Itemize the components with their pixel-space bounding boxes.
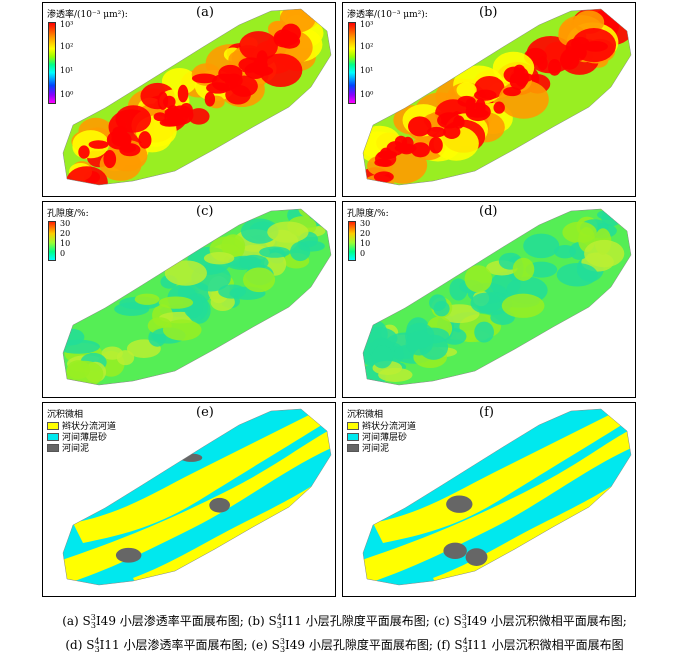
perm-legend-title: 渗透率/(10⁻³ μm²):: [47, 10, 128, 20]
perm-tick-3: 10⁰: [360, 90, 374, 99]
poro-tick-1: 20: [60, 229, 71, 238]
perm-tick-0: 10³: [60, 20, 74, 29]
panel-label-d: (d): [479, 204, 498, 219]
porosity-map-d: [362, 208, 632, 386]
facies-item-mud: 河间泥: [47, 442, 116, 454]
poro-tick-1: 20: [360, 229, 371, 238]
panel-c: (c) 孔隙度/%: 30 20 10 0: [42, 201, 336, 398]
perm-tick-1: 10²: [360, 42, 374, 51]
perm-tick-3: 10⁰: [60, 90, 74, 99]
facies-item-channel: 辫状分流河道: [347, 420, 416, 432]
mud-swatch: [347, 443, 359, 452]
facies-map-e: [62, 408, 332, 586]
facies-item-channel: 辫状分流河道: [47, 420, 116, 432]
poro-tick-2: 10: [60, 239, 71, 248]
poro-tick-3: 0: [60, 249, 66, 258]
perm-legend-a: 渗透率/(10⁻³ μm²): 10³ 10² 10¹ 10⁰: [47, 7, 128, 104]
facies-legend-f: 沉积微相 辫状分流河道 河间薄层砂 河间泥: [347, 407, 416, 454]
perm-tick-1: 10²: [60, 42, 74, 51]
sand-swatch: [347, 432, 359, 441]
mud-swatch: [47, 443, 59, 452]
panel-d: (d) 孔隙度/%: 30 20 10 0: [342, 201, 636, 398]
poro-legend-d: 孔隙度/%: 30 20 10 0: [347, 206, 389, 261]
facies-legend-e: 沉积微相 辫状分流河道 河间薄层砂 河间泥: [47, 407, 116, 454]
poro-legend-title: 孔隙度/%:: [347, 209, 389, 219]
permeability-map-a: [62, 8, 332, 186]
panel-b: (b) 渗透率/(10⁻³ μm²): 10³ 10² 10¹ 10⁰: [342, 2, 636, 197]
panel-label-c: (c): [196, 204, 214, 219]
poro-legend-title: 孔隙度/%:: [47, 209, 89, 219]
perm-legend-title: 渗透率/(10⁻³ μm²):: [347, 10, 428, 20]
facies-legend-title: 沉积微相: [347, 410, 384, 420]
figure-caption-line-1: (a) S33I49 小层渗透率平面展布图; (b) S43I11 小层孔隙度平…: [62, 613, 627, 631]
panel-label-f: (f): [479, 405, 494, 420]
panel-a: (a) 渗透率/(10⁻³ μm²): 10³ 10² 10¹ 10⁰: [42, 2, 336, 197]
panel-f: (f) 沉积微相 辫状分流河道 河间薄层砂 河间泥: [342, 402, 636, 597]
porosity-map-c: [62, 208, 332, 386]
permeability-map-b: [362, 8, 632, 186]
panel-label-b: (b): [479, 5, 498, 20]
figure-caption-line-2: (d) S43I11 小层渗透率平面展布图; (e) S33I49 小层孔隙度平…: [65, 637, 624, 655]
sand-swatch: [47, 432, 59, 441]
perm-legend-b: 渗透率/(10⁻³ μm²): 10³ 10² 10¹ 10⁰: [347, 7, 428, 104]
panel-e: (e) 沉积微相 辫状分流河道 河间薄层砂 河间泥: [42, 402, 336, 597]
poro-tick-2: 10: [360, 239, 371, 248]
poro-tick-3: 0: [360, 249, 366, 258]
channel-swatch: [347, 421, 359, 430]
poro-tick-0: 30: [360, 219, 371, 228]
facies-map-f: [362, 408, 632, 586]
poro-tick-0: 30: [60, 219, 71, 228]
perm-tick-2: 10¹: [60, 66, 74, 75]
perm-tick-2: 10¹: [360, 66, 374, 75]
panel-label-a: (a): [196, 5, 214, 20]
panel-label-e: (e): [196, 405, 214, 420]
poro-legend-c: 孔隙度/%: 30 20 10 0: [47, 206, 89, 261]
facies-item-mud: 河间泥: [347, 442, 416, 454]
facies-legend-title: 沉积微相: [47, 410, 84, 420]
facies-item-sand: 河间薄层砂: [347, 431, 416, 443]
facies-item-sand: 河间薄层砂: [47, 431, 116, 443]
perm-tick-0: 10³: [360, 20, 374, 29]
channel-swatch: [47, 421, 59, 430]
